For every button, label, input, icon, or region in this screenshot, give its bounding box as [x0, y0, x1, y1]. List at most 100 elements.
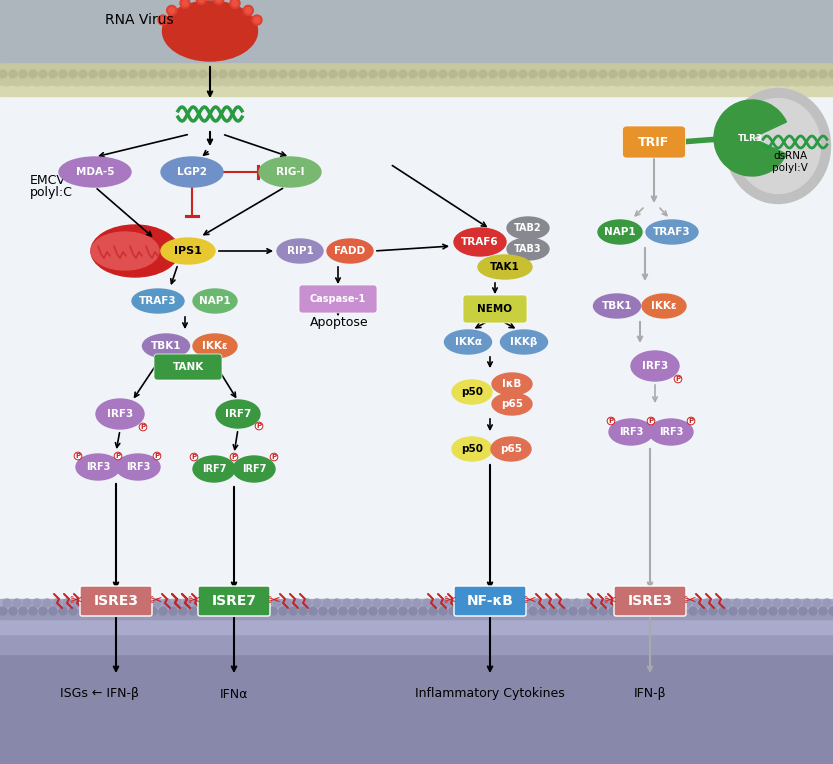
- Circle shape: [403, 78, 411, 86]
- Circle shape: [173, 599, 181, 607]
- Circle shape: [649, 607, 657, 615]
- Circle shape: [689, 607, 697, 615]
- Circle shape: [223, 599, 231, 607]
- Ellipse shape: [91, 232, 159, 270]
- Ellipse shape: [259, 157, 321, 187]
- Circle shape: [349, 70, 357, 78]
- Circle shape: [473, 78, 481, 86]
- Circle shape: [823, 78, 831, 86]
- Circle shape: [533, 78, 541, 86]
- Circle shape: [809, 70, 817, 78]
- Circle shape: [469, 607, 477, 615]
- Circle shape: [293, 78, 301, 86]
- Circle shape: [69, 607, 77, 615]
- Text: IKKε: IKKε: [651, 301, 676, 311]
- Circle shape: [149, 70, 157, 78]
- Circle shape: [189, 70, 197, 78]
- Circle shape: [153, 78, 161, 86]
- Circle shape: [53, 78, 61, 86]
- FancyBboxPatch shape: [454, 586, 526, 616]
- Circle shape: [179, 607, 187, 615]
- Circle shape: [197, 0, 207, 5]
- Circle shape: [439, 70, 447, 78]
- Circle shape: [599, 70, 607, 78]
- Circle shape: [579, 607, 587, 615]
- FancyBboxPatch shape: [463, 295, 527, 323]
- Text: NEMO: NEMO: [477, 304, 512, 314]
- Circle shape: [249, 607, 257, 615]
- Text: IRF7: IRF7: [225, 409, 252, 419]
- Circle shape: [189, 607, 197, 615]
- Circle shape: [203, 78, 211, 86]
- Ellipse shape: [646, 220, 698, 244]
- Circle shape: [193, 78, 201, 86]
- Circle shape: [793, 599, 801, 607]
- Text: ISGs ← IFN-β: ISGs ← IFN-β: [60, 688, 139, 701]
- Text: TRAF3: TRAF3: [653, 227, 691, 237]
- Bar: [0, 86, 833, 96]
- Circle shape: [279, 607, 287, 615]
- Circle shape: [629, 607, 637, 615]
- FancyBboxPatch shape: [299, 285, 377, 313]
- Text: Caspase-1: Caspase-1: [310, 294, 367, 304]
- Circle shape: [463, 78, 471, 86]
- Circle shape: [639, 70, 647, 78]
- Circle shape: [739, 70, 747, 78]
- Circle shape: [223, 78, 231, 86]
- Circle shape: [159, 70, 167, 78]
- Ellipse shape: [327, 239, 373, 263]
- Circle shape: [779, 607, 787, 615]
- Circle shape: [469, 70, 477, 78]
- FancyBboxPatch shape: [614, 586, 686, 616]
- Circle shape: [673, 78, 681, 86]
- Circle shape: [693, 78, 701, 86]
- Bar: [0, 609, 833, 764]
- Circle shape: [823, 599, 831, 607]
- Circle shape: [243, 5, 253, 15]
- Circle shape: [333, 599, 341, 607]
- Circle shape: [245, 8, 252, 14]
- Circle shape: [769, 607, 777, 615]
- Circle shape: [733, 78, 741, 86]
- Text: polyl:V: polyl:V: [772, 163, 808, 173]
- Circle shape: [409, 607, 417, 615]
- Circle shape: [413, 599, 421, 607]
- Circle shape: [763, 599, 771, 607]
- Circle shape: [673, 599, 681, 607]
- Circle shape: [113, 78, 121, 86]
- Circle shape: [393, 78, 401, 86]
- Text: IκB: IκB: [502, 379, 521, 389]
- Circle shape: [509, 70, 517, 78]
- Ellipse shape: [492, 393, 532, 415]
- Circle shape: [573, 78, 581, 86]
- Circle shape: [533, 599, 541, 607]
- Circle shape: [789, 70, 797, 78]
- Circle shape: [19, 70, 27, 78]
- Circle shape: [293, 599, 301, 607]
- Circle shape: [160, 17, 166, 23]
- Circle shape: [419, 70, 427, 78]
- Ellipse shape: [726, 89, 831, 203]
- Circle shape: [353, 599, 361, 607]
- Circle shape: [693, 599, 701, 607]
- Circle shape: [703, 78, 711, 86]
- Circle shape: [123, 78, 131, 86]
- Circle shape: [549, 607, 557, 615]
- Circle shape: [789, 607, 797, 615]
- Circle shape: [553, 599, 561, 607]
- Circle shape: [89, 70, 97, 78]
- Circle shape: [513, 78, 521, 86]
- Circle shape: [214, 0, 224, 5]
- Text: IRF3: IRF3: [126, 462, 150, 472]
- Circle shape: [649, 70, 657, 78]
- Text: ✂: ✂: [444, 594, 456, 608]
- Circle shape: [0, 607, 7, 615]
- Circle shape: [493, 78, 501, 86]
- Circle shape: [379, 70, 387, 78]
- Ellipse shape: [598, 220, 642, 244]
- Circle shape: [99, 607, 107, 615]
- Bar: [0, 0, 833, 64]
- Circle shape: [653, 599, 661, 607]
- Circle shape: [633, 78, 641, 86]
- Text: ✂: ✂: [187, 594, 201, 608]
